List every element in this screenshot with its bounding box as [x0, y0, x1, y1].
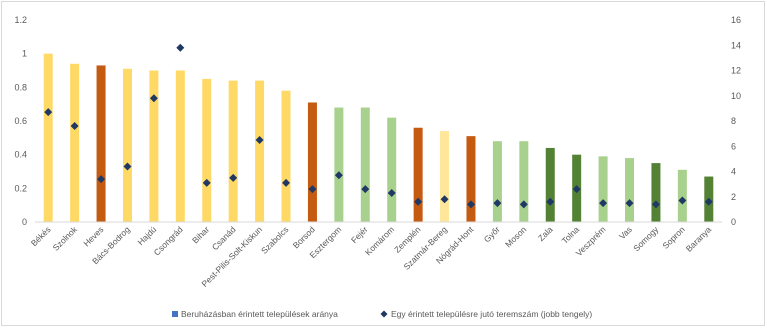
scatter-marker [308, 185, 317, 194]
bar [149, 70, 159, 222]
scatter-marker [334, 171, 343, 180]
category-label: Moson [503, 224, 528, 249]
bar [440, 131, 450, 222]
scatter-marker [414, 197, 423, 206]
bar [545, 147, 555, 222]
right-axis-tick-label: 10 [731, 91, 741, 101]
left-axis-tick-label: 0.8 [14, 82, 27, 92]
scatter-marker [149, 94, 158, 103]
bar [122, 68, 132, 222]
bar [175, 70, 185, 222]
bar [466, 136, 476, 222]
bar [202, 78, 212, 223]
right-axis-tick-label: 4 [731, 167, 736, 177]
bar [625, 158, 635, 222]
scatter-marker [282, 178, 291, 187]
bar [334, 107, 344, 222]
bar [43, 53, 53, 222]
bar [677, 169, 687, 222]
scatter-marker [440, 195, 449, 204]
category-label: Szabolcs [259, 224, 290, 255]
scatter-marker [361, 185, 370, 194]
scatter-marker [704, 197, 713, 206]
scatter-marker [466, 200, 475, 209]
scatter-marker [572, 185, 581, 194]
bar [281, 90, 291, 222]
left-axis: 0 0.2 0.4 0.6 0.8 1 1.2 [14, 15, 27, 227]
bar [228, 80, 238, 222]
bar [387, 117, 397, 222]
right-axis-tick-label: 6 [731, 141, 736, 151]
scatter-marker [599, 199, 608, 208]
scatter-marker [387, 188, 396, 197]
scatter-marker [546, 197, 555, 206]
bar [492, 141, 502, 222]
bars [43, 53, 714, 223]
category-label: Somogy [631, 224, 661, 254]
category-label: Győr [482, 224, 502, 244]
bar [70, 63, 80, 223]
left-axis-tick-label: 0.4 [14, 150, 27, 160]
scatter-marker [229, 173, 238, 182]
category-label: Heves [81, 224, 105, 248]
left-axis-tick-label: 0 [22, 217, 27, 227]
category-label: Fejér [349, 224, 370, 245]
left-axis-tick-label: 1.2 [14, 15, 27, 25]
scatter-marker [625, 199, 634, 208]
right-axis-tick-label: 0 [731, 217, 736, 227]
scatter-marker [651, 200, 660, 209]
bar [96, 65, 106, 222]
left-axis-tick-label: 1 [22, 49, 27, 59]
scatter-marker [493, 199, 502, 208]
right-axis: 0 2 4 6 8 10 12 14 16 [731, 15, 741, 227]
legend-bar-swatch [172, 311, 178, 317]
category-label: Csongrád [152, 224, 185, 257]
legend-bar-label: Beruházásban érintett települések aránya [181, 309, 338, 319]
scatter-marker [202, 178, 211, 187]
category-label: Zala [536, 224, 555, 243]
category-label: Tolna [560, 224, 582, 246]
bar [413, 127, 423, 222]
scatter-marker [678, 196, 687, 205]
bar [307, 102, 317, 222]
right-axis-tick-label: 16 [731, 15, 741, 25]
right-axis-tick-label: 2 [731, 192, 736, 202]
scatter-marker [70, 122, 79, 131]
bar [651, 163, 661, 222]
right-axis-tick-label: 12 [731, 66, 741, 76]
category-label: Baranya [684, 224, 714, 254]
markers [44, 43, 713, 209]
category-label: Komárom [363, 224, 396, 257]
right-axis-tick-label: 14 [731, 40, 741, 50]
scatter-marker [519, 200, 528, 209]
scatter-marker [176, 43, 185, 52]
bar [360, 107, 370, 222]
scatter-marker [255, 135, 264, 144]
bar [255, 80, 265, 222]
left-axis-tick-label: 0.2 [14, 183, 27, 193]
scatter-marker [97, 175, 106, 184]
category-label: Hajdú [136, 224, 159, 247]
legend: Beruházásban érintett települések aránya… [172, 309, 592, 319]
category-label: Szolnok [51, 224, 80, 253]
category-label: Békés [29, 224, 53, 248]
scatter-marker [44, 108, 53, 117]
bar [598, 156, 608, 222]
scatter-marker [123, 162, 132, 171]
legend-diamond-marker [380, 310, 388, 318]
category-label: Vas [617, 224, 634, 241]
legend-scatter-label: Egy érintett településre jutó teremszám … [391, 309, 592, 319]
left-axis-tick-label: 0.6 [14, 116, 27, 126]
bar [519, 141, 529, 222]
category-label: Bihar [190, 224, 211, 245]
right-axis-tick-label: 8 [731, 116, 736, 126]
